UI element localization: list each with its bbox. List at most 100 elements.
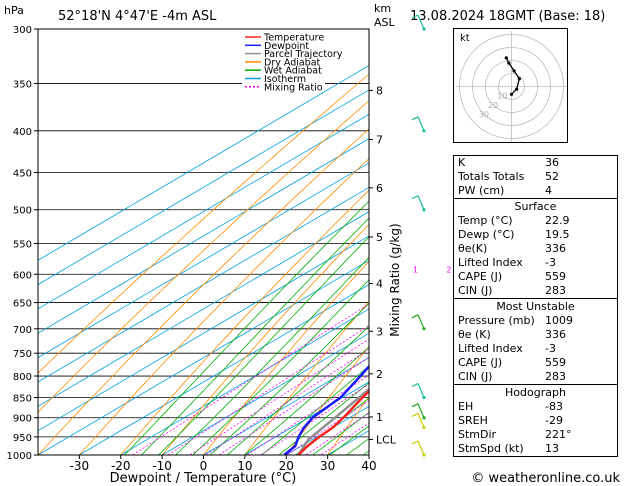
row-value: 52: [545, 170, 559, 183]
legend-label: Mixing Ratio: [264, 82, 323, 93]
wind-barb-dot: [422, 27, 426, 31]
table-row: θe (K) 336: [454, 328, 617, 342]
legend-label: Wet Adiabat: [264, 66, 322, 77]
mixing-ratio-line: [286, 400, 369, 455]
row-label: CAPE (J): [458, 270, 503, 283]
wind-barb-dot: [422, 425, 426, 430]
row-value: 1009: [545, 314, 573, 327]
table-row: CIN (J) 283: [454, 284, 617, 298]
wind-barb: [411, 314, 426, 331]
mixing-ratio-line: [167, 325, 369, 455]
row-label: θe (K): [458, 328, 491, 341]
row-label: θe(K): [458, 242, 488, 255]
row-label: StmSpd (kt): [458, 442, 524, 455]
table-row: K 36: [454, 156, 617, 170]
wet-adiabat-line: [226, 325, 369, 455]
wind-barb-staff: [417, 413, 425, 428]
pressure-tick-label: 400: [13, 127, 32, 138]
row-label: StmDir: [458, 428, 497, 441]
temperature-tick-label: 20: [279, 459, 294, 473]
wind-barb-flag: [411, 314, 419, 319]
hodograph-point: [517, 77, 521, 81]
wet-adiabat-line: [157, 236, 369, 455]
wind-barb-flag: [411, 403, 419, 408]
row-value: -83: [545, 400, 563, 413]
wind-barb: [411, 403, 426, 420]
height-tick-label: 7: [376, 134, 383, 147]
legend-label: Isotherm: [264, 74, 306, 85]
table-row: PW (cm) 4: [454, 184, 617, 198]
dry-adiabat-line: [285, 345, 369, 455]
hodograph-point: [509, 92, 514, 96]
row-label: CAPE (J): [458, 356, 503, 369]
wind-barb-flag: [411, 195, 419, 200]
dry-adiabat-line: [38, 128, 369, 455]
wet-adiabat-line: [243, 346, 369, 455]
height-tick-label: 8: [376, 85, 383, 98]
wet-adiabat-line: [192, 279, 369, 455]
table-row: Temp (°C) 22.9: [454, 214, 617, 228]
most-unstable-section: Most Unstable Pressure (mb) 1009 θe (K) 336…: [454, 298, 617, 384]
table-row: Lifted Index -3: [454, 256, 617, 270]
table-row: CAPE (J) 559: [454, 270, 617, 284]
row-value: 559: [545, 270, 566, 283]
mixing-ratio-line: [260, 383, 369, 455]
hodograph-rows: EH -83 SREH -29 StmDir 221° StmSpd (kt) 13: [454, 400, 617, 456]
temperature-tick-label: -30: [70, 459, 90, 473]
wind-barb-flag: [411, 382, 419, 388]
most-unstable-rows: Pressure (mb) 1009 θe (K) 336 Lifted Index -3…: [454, 314, 617, 384]
wind-barb-dot: [422, 129, 426, 133]
wind-barb-staff: [417, 314, 425, 330]
pressure-tick-label: 900: [13, 414, 32, 425]
row-value: 19.5: [545, 228, 570, 241]
height-tick-label: 4: [376, 278, 383, 291]
height-tick-label: 6: [376, 182, 383, 195]
pressure-tick-label: 650: [13, 299, 32, 310]
isotherm-line: [38, 186, 369, 383]
wind-barb-staff: [417, 403, 425, 418]
isotherm-line: [203, 357, 369, 455]
table-row: CAPE (J) 559: [454, 356, 617, 370]
isotherm-line: [38, 235, 369, 432]
table-row: Totals Totals 52: [454, 170, 617, 184]
dry-adiabat-line: [202, 260, 369, 455]
isotherm-line: [244, 381, 369, 455]
row-value: 336: [545, 328, 566, 341]
dry-adiabat-line: [78, 158, 369, 455]
legend-background: [242, 31, 325, 91]
parcel-trajectory-line: [297, 387, 369, 455]
temperature-axis: -30 -20 -10 0 10 20 30 40: [70, 455, 377, 473]
table-row: CIN (J) 283: [454, 370, 617, 384]
pressure-tick-label: 750: [13, 349, 32, 360]
wind-barb-flag: [411, 440, 419, 445]
hodograph-point: [504, 56, 508, 60]
pressure-tick-label: 950: [13, 433, 32, 444]
pressure-tick-label: 1000: [7, 451, 32, 462]
wind-barb-staff: [417, 440, 425, 456]
sounding-curves: [283, 364, 369, 455]
wet-adiabat-line: [260, 365, 369, 455]
indices-table: K 36 Totals Totals 52 PW (cm) 4 Surface Temp …: [453, 155, 618, 457]
wind-barb-flag: [411, 14, 419, 19]
row-label: Totals Totals: [458, 170, 525, 183]
wind-barb-staff: [417, 195, 425, 210]
hodograph-point: [507, 61, 511, 65]
row-value: -29: [545, 414, 563, 427]
height-tick-label: 3: [376, 325, 383, 338]
hodograph-title: Hodograph: [505, 386, 566, 399]
row-label: K: [458, 156, 466, 169]
legend-label: Dewpoint: [264, 41, 309, 52]
temperature-tick-label: 40: [361, 459, 376, 473]
surface-rows: Temp (°C) 22.9 Dewp (°C) 19.5 θe(K) 336 Lifted…: [454, 214, 617, 298]
hodograph-unit-label: kt: [460, 33, 470, 44]
temperature-line: [297, 389, 369, 455]
wind-barbs: [411, 14, 426, 457]
wet-adiabat-line: [175, 256, 369, 455]
wind-barb: [411, 14, 426, 31]
temperature-tick-label: -10: [152, 459, 172, 473]
isotherm-line: [79, 284, 369, 455]
pressure-tick-label: 550: [13, 239, 32, 250]
row-value: -3: [545, 342, 556, 355]
table-row: StmSpd (kt) 13: [454, 442, 617, 456]
dry-adiabat-line: [161, 223, 369, 455]
